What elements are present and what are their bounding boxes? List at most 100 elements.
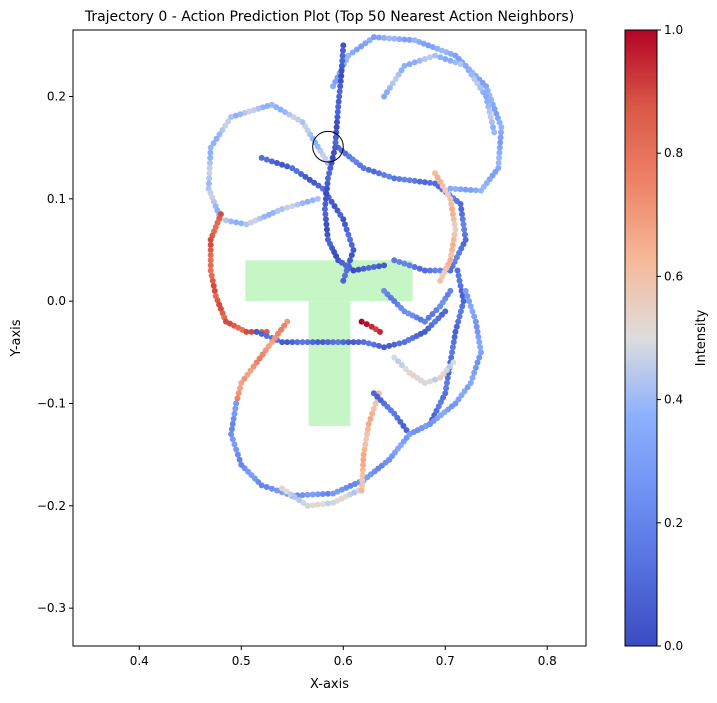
trajectory-point [464, 293, 471, 300]
trajectory-point [433, 307, 440, 314]
colorbar-ticks: 0.0 0.2 0.4 0.6 0.8 1.0 [657, 23, 683, 653]
trajectory-point [337, 78, 344, 85]
trajectory-point [444, 374, 451, 381]
trajectory-point [396, 176, 403, 183]
trajectory-point [484, 98, 491, 105]
trajectory-point [477, 344, 484, 351]
trajectory-point [400, 423, 407, 429]
trajectory-point [450, 236, 457, 243]
trajectory-point [426, 179, 433, 186]
trajectory-point [462, 186, 469, 193]
trajectory-point [349, 49, 356, 56]
trajectory-point [442, 390, 449, 397]
trajectory-point [350, 267, 357, 274]
x-axis: 0.4 0.5 0.6 0.7 0.8 [130, 646, 557, 668]
trajectory-point [309, 502, 316, 509]
trajectory-point [314, 501, 321, 508]
trajectory-point [361, 446, 368, 453]
trajectory-point [353, 46, 360, 53]
trajectory-point [452, 185, 459, 192]
trajectory-point [386, 35, 393, 42]
trajectory-point [304, 491, 311, 498]
trajectory-point [442, 308, 449, 315]
trajectory-point [207, 241, 214, 248]
trajectory-point [216, 131, 223, 138]
trajectory-point [348, 241, 355, 248]
trajectory-point [338, 73, 345, 80]
trajectory-point [362, 40, 369, 47]
trajectory-point [397, 418, 404, 425]
trajectory-point [457, 186, 464, 193]
trajectory-point [375, 34, 382, 41]
trajectory-point [449, 344, 456, 351]
trajectory-point [323, 226, 330, 233]
trajectory-point [284, 339, 291, 346]
trajectory-point [359, 472, 366, 479]
trajectory-point [339, 52, 346, 59]
trajectory-point [360, 451, 367, 458]
y-tick-label: −0.2 [37, 499, 66, 513]
trajectory-point [449, 206, 456, 213]
trajectory-point [228, 426, 235, 433]
trajectory-point [363, 436, 370, 443]
trajectory-point [375, 170, 382, 177]
trajectory-point [460, 221, 467, 228]
trajectory-point [363, 321, 370, 328]
trajectory-point [375, 342, 382, 349]
trajectory-point [401, 260, 408, 267]
trajectory-point [230, 415, 237, 422]
trajectory-point [472, 364, 479, 371]
trajectory-point [452, 59, 459, 66]
colorbar-tick-label: 0.2 [664, 516, 683, 530]
trajectory-point [279, 485, 286, 492]
trajectory-point [491, 106, 498, 113]
trajectory-point [274, 330, 281, 337]
x-tick-label: 0.5 [232, 654, 251, 668]
trajectory-point [263, 332, 270, 339]
trajectory-point [381, 93, 388, 100]
trajectory-point [421, 55, 428, 62]
trajectory-point [395, 358, 402, 365]
trajectory-point [421, 380, 428, 387]
trajectory-point [334, 108, 341, 115]
trajectory-point [335, 98, 342, 105]
trajectory-point [452, 226, 459, 233]
trajectory-point [259, 351, 266, 358]
trajectory-point [338, 67, 345, 74]
trajectory-point [207, 236, 214, 243]
trajectory-point [256, 355, 263, 362]
trajectory-point [437, 54, 444, 61]
trajectory-point [453, 323, 460, 330]
trajectory-point [471, 313, 478, 320]
trajectory-point [369, 410, 376, 417]
trajectory-point [447, 185, 454, 192]
trajectory-point [457, 200, 464, 207]
trajectory-point [449, 349, 456, 356]
trajectory-point [207, 154, 214, 161]
trajectory-point [265, 343, 272, 350]
trajectory-point [443, 49, 450, 56]
trajectory-point [401, 62, 408, 69]
trajectory-point [284, 204, 291, 211]
trajectory-point [327, 165, 334, 172]
trajectory-point [233, 219, 240, 226]
trajectory-point [375, 263, 382, 270]
colorbar-tick-label: 0.8 [664, 146, 683, 160]
trajectory-point [330, 149, 337, 156]
trajectory-point [416, 38, 423, 45]
trajectory-point [339, 47, 346, 54]
trajectory-point [326, 170, 333, 177]
trajectory-point [268, 485, 275, 492]
trajectory-point [234, 451, 241, 458]
trajectory-point [207, 267, 214, 274]
trajectory-point [365, 264, 372, 271]
trajectory-point [386, 342, 393, 349]
trajectory-point [255, 105, 262, 112]
trajectory-point [456, 277, 463, 284]
target-shape-stem [308, 301, 351, 426]
trajectory-point [347, 257, 354, 264]
trajectory-point [477, 84, 484, 91]
trajectory-point [238, 380, 245, 387]
trajectory-point [391, 35, 398, 42]
